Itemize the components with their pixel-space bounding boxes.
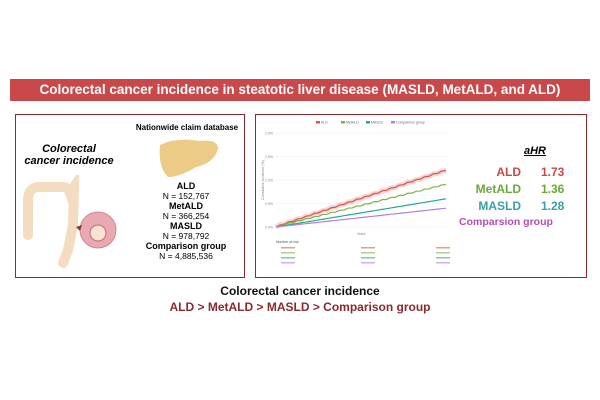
- risk-table-cell: [281, 252, 295, 254]
- cohort-list: ALD N = 152,767 MetALD N = 366,254 MASLD…: [136, 181, 236, 261]
- results-panel: 0.0% 0.5% 1.0% 1.5% 2.0% Cumulative incidence…: [255, 114, 587, 278]
- risk-table-cell: [361, 247, 375, 249]
- ahr-header: aHR: [524, 145, 547, 157]
- risk-table-cell: [361, 262, 375, 264]
- risk-table-cell: [436, 262, 450, 264]
- risk-table-cell: [281, 262, 295, 264]
- risk-table-cell: [281, 257, 295, 259]
- ahr-group-name: MASLD: [478, 199, 521, 213]
- ahr-group-name: ALD: [496, 165, 521, 179]
- title-banner: Colorectal cancer incidence in steatotic…: [10, 79, 590, 101]
- group-name: Comparison group: [145, 241, 227, 251]
- risk-table-cell: [436, 247, 450, 249]
- legend-swatch: [316, 121, 320, 124]
- legend-swatch: [366, 121, 370, 124]
- conclusion-title: Colorectal cancer incidence: [220, 284, 380, 298]
- liver-icon: [159, 139, 218, 177]
- y-tick-label: 1.0%: [265, 179, 273, 183]
- legend-entry: MASLD: [371, 121, 384, 125]
- group-n: N = 152,767: [162, 191, 210, 201]
- risk-table-cell: [361, 257, 375, 259]
- legend-swatch: [341, 121, 345, 124]
- outcome-label: Colorectal cancer incidence: [24, 143, 114, 167]
- conclusion-ranking: ALD > MetALD > MASLD > Comparison group: [169, 300, 431, 314]
- group-n: N = 4,885,536: [159, 251, 213, 261]
- ahr-value: 1.73: [541, 165, 565, 179]
- ahr-group-name: Comparsion group: [459, 216, 553, 228]
- group-n: N = 978,792: [162, 231, 210, 241]
- legend-swatch: [391, 121, 395, 124]
- risk-table-cell: [436, 252, 450, 254]
- legend-entry: MetALD: [346, 121, 359, 125]
- legend-entry: Comparison group: [396, 121, 425, 125]
- series-line-comparison-group: [275, 207, 447, 228]
- series-line-metald: [275, 184, 447, 228]
- group-name: MASLD: [170, 221, 202, 231]
- y-tick-label: 0.5%: [265, 202, 273, 206]
- cumulative-incidence-chart: 0.0% 0.5% 1.0% 1.5% 2.0% Cumulative incidence…: [261, 121, 450, 264]
- ahr-group-name: MetALD: [475, 182, 521, 196]
- risk-table-cell: [361, 252, 375, 254]
- x-axis-label: Years: [357, 232, 366, 236]
- y-tick-label: 0.0%: [265, 226, 273, 230]
- y-tick-label: 1.5%: [265, 155, 273, 159]
- group-n: N = 366,254: [162, 211, 210, 221]
- group-name: ALD: [176, 181, 196, 191]
- colon-illustration: [23, 175, 117, 268]
- group-name: MetALD: [169, 201, 203, 211]
- risk-table-cell: [436, 257, 450, 259]
- series-line-masld: [275, 198, 447, 228]
- database-label: Nationwide claim database: [135, 123, 239, 132]
- legend-entry: ALD: [321, 121, 328, 125]
- ahr-value: 1.28: [541, 199, 565, 213]
- series-line-ald: [275, 170, 447, 228]
- cohort-panel: Colorectal cancer incidence Nationwide c…: [15, 114, 245, 278]
- y-tick-label: 2.0%: [265, 132, 273, 136]
- y-axis-label: Cumulative incidence (%): [261, 160, 265, 200]
- risk-table-cell: [281, 247, 295, 249]
- ahr-value: 1.36: [541, 182, 565, 196]
- risk-table-label: Number at risk: [276, 240, 299, 244]
